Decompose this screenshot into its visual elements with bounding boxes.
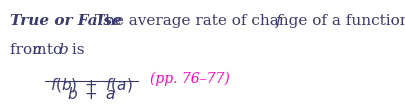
Text: $b\ +\ a$: $b\ +\ a$	[67, 85, 115, 102]
Text: a: a	[32, 43, 41, 57]
Text: $f(b)\ +\ f(a)$: $f(b)\ +\ f(a)$	[50, 76, 132, 94]
Text: is: is	[67, 43, 85, 57]
Text: (pp. 76–77): (pp. 76–77)	[150, 72, 229, 86]
Text: b: b	[59, 43, 68, 57]
Text: to: to	[42, 43, 67, 57]
Text: from: from	[11, 43, 52, 57]
Text: f: f	[275, 14, 281, 28]
Text: The average rate of change of a function: The average rate of change of a function	[90, 14, 405, 28]
Text: True or False: True or False	[11, 14, 122, 28]
